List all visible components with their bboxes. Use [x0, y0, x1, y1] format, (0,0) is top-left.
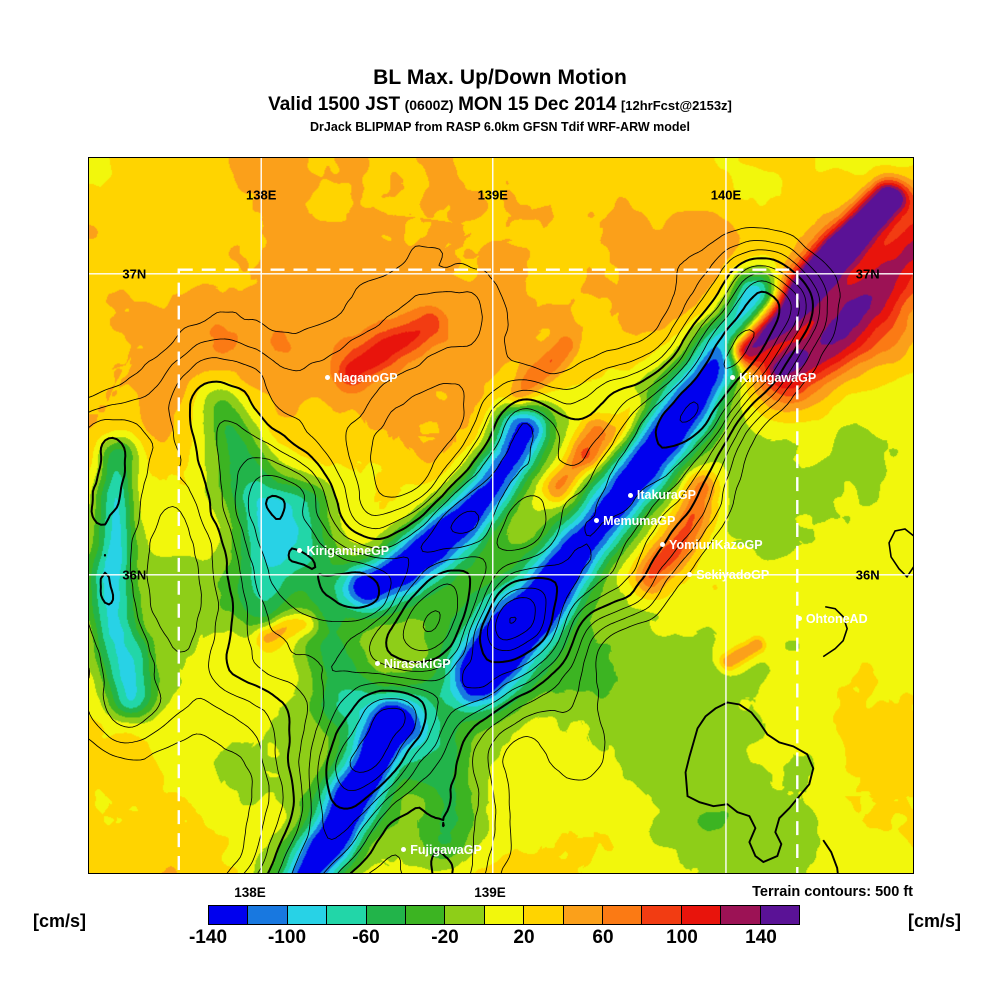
map-plot-area[interactable]: 138E 139E 140E 37N 36N 37N 36N NaganoGP Kirigam…: [88, 157, 914, 874]
station-marker-NaganoGP: NaganoGP: [324, 371, 398, 386]
colorbar-swatch-0: [209, 906, 249, 924]
colorbar-unit-left: [cm/s]: [33, 911, 87, 931]
station-marker-NirasakiGP: NirasakiGP: [374, 656, 451, 671]
colorbar-tick-6: 100: [666, 927, 698, 948]
vertical-motion-heatmap: [89, 158, 913, 873]
station-marker-KinugawaGP: KinugawaGP: [730, 371, 816, 385]
colorbar-tick-1: -100: [267, 927, 307, 948]
colorbar-tick-4: 20: [513, 927, 535, 948]
station-marker-OhtoneAD: OhtoneAD: [796, 612, 868, 627]
colorbar-tick-3: -20: [431, 927, 459, 948]
station-label-text: KirigamineGP: [306, 543, 390, 558]
graticule-label-37N-latL0: 37N: [122, 266, 147, 282]
colorbar-swatches: [208, 905, 800, 925]
colorbar-tick-7: 140: [745, 927, 777, 948]
station-label-text: NaganoGP: [333, 371, 398, 386]
colorbar-swatch-14: [760, 906, 800, 924]
station-marker-FujigawaGP: FujigawaGP: [401, 843, 482, 857]
station-dot-icon: [374, 660, 380, 666]
station-dot-icon: [627, 492, 633, 498]
station-dot-icon: [687, 572, 693, 578]
colorbar-swatch-10: [603, 906, 643, 924]
colorbar-swatch-3: [327, 906, 367, 924]
graticule-label-36N-latL1: 36N: [122, 567, 147, 583]
station-label-text: FujigawaGP: [410, 843, 482, 858]
page-title: BL Max. Up/Down Motion: [373, 66, 627, 89]
graticule-label-139E-lon1: 139E: [477, 187, 508, 203]
terrain-contour-note: Terrain contours: 500 ft: [752, 884, 913, 900]
colorbar-swatch-5: [406, 906, 446, 924]
station-label-text: ItakuraGP: [636, 488, 696, 503]
colorbar-swatch-12: [681, 906, 722, 924]
colorbar-swatch-11: [642, 906, 682, 924]
station-label-text: YomiuriKazoGP: [669, 537, 763, 552]
graticule-label-37N-latR0: 37N: [855, 266, 880, 282]
station-marker-SekiyadoGP: SekiyadoGP: [687, 568, 769, 582]
station-marker-ItakuraGP: ItakuraGP: [627, 488, 696, 503]
colorbar-unit-right: [cm/s]: [908, 911, 962, 931]
station-marker-MemumaGP: MemumaGP: [594, 514, 675, 528]
station-dot-icon: [730, 374, 736, 380]
colorbar-swatch-9: [563, 906, 604, 924]
colorbar-tick-0: -140: [188, 927, 228, 948]
station-dot-icon: [796, 616, 802, 622]
station-label-text: SekiyadoGP: [696, 567, 770, 582]
station-marker-KirigamineGP: KirigamineGP: [297, 544, 389, 558]
valid-time-line: Valid 1500 JST (0600Z) MON 15 Dec 2014 […: [0, 94, 1000, 117]
graticule-label-138E-lon0: 138E: [246, 187, 277, 203]
forecast-tag: [12hrFcst@2153z]: [620, 98, 732, 113]
valid-time-utc: (0600Z): [404, 97, 454, 113]
colorbar-swatch-4: [366, 906, 407, 924]
station-marker-YomiuriKazoGP: YomiuriKazoGP: [660, 538, 763, 552]
station-label-text: MemumaGP: [603, 514, 676, 529]
station-label-text: OhtoneAD: [805, 612, 868, 627]
colorbar-swatch-13: [721, 906, 761, 924]
colorbar-swatch-2: [287, 906, 328, 924]
station-label-text: NirasakiGP: [383, 656, 451, 671]
station-dot-icon: [297, 547, 303, 553]
station-dot-icon: [401, 847, 407, 853]
station-dot-icon: [324, 375, 330, 381]
colorbar-tick-2: -60: [352, 927, 380, 948]
title-block: BL Max. Up/Down Motion Valid 1500 JST (0…: [0, 66, 1000, 135]
colorbar-legend: [cm/s] -140 -100 -60 -20 20 60 100 140 [cm/s]: [0, 905, 1000, 965]
colorbar-swatch-8: [524, 906, 564, 924]
colorbar-swatch-1: [248, 906, 288, 924]
station-label-text: KinugawaGP: [739, 370, 817, 385]
model-source-line: DrJack BLIPMAP from RASP 6.0km GFSN Tdif…: [310, 120, 690, 134]
station-dot-icon: [594, 518, 600, 524]
colorbar-swatch-7: [484, 906, 525, 924]
bottom-axis-label-139E: 139E: [474, 885, 506, 900]
colorbar-swatch-6: [445, 906, 485, 924]
valid-time-local: Valid 1500 JST: [268, 94, 401, 115]
graticule-label-140E-lon2: 140E: [710, 187, 742, 203]
valid-date: MON 15 Dec 2014: [458, 94, 617, 115]
station-dot-icon: [660, 542, 666, 548]
bottom-axis-label-138E: 138E: [234, 885, 266, 900]
graticule-label-36N-latR1: 36N: [855, 567, 880, 583]
colorbar-tick-5: 60: [592, 927, 614, 948]
